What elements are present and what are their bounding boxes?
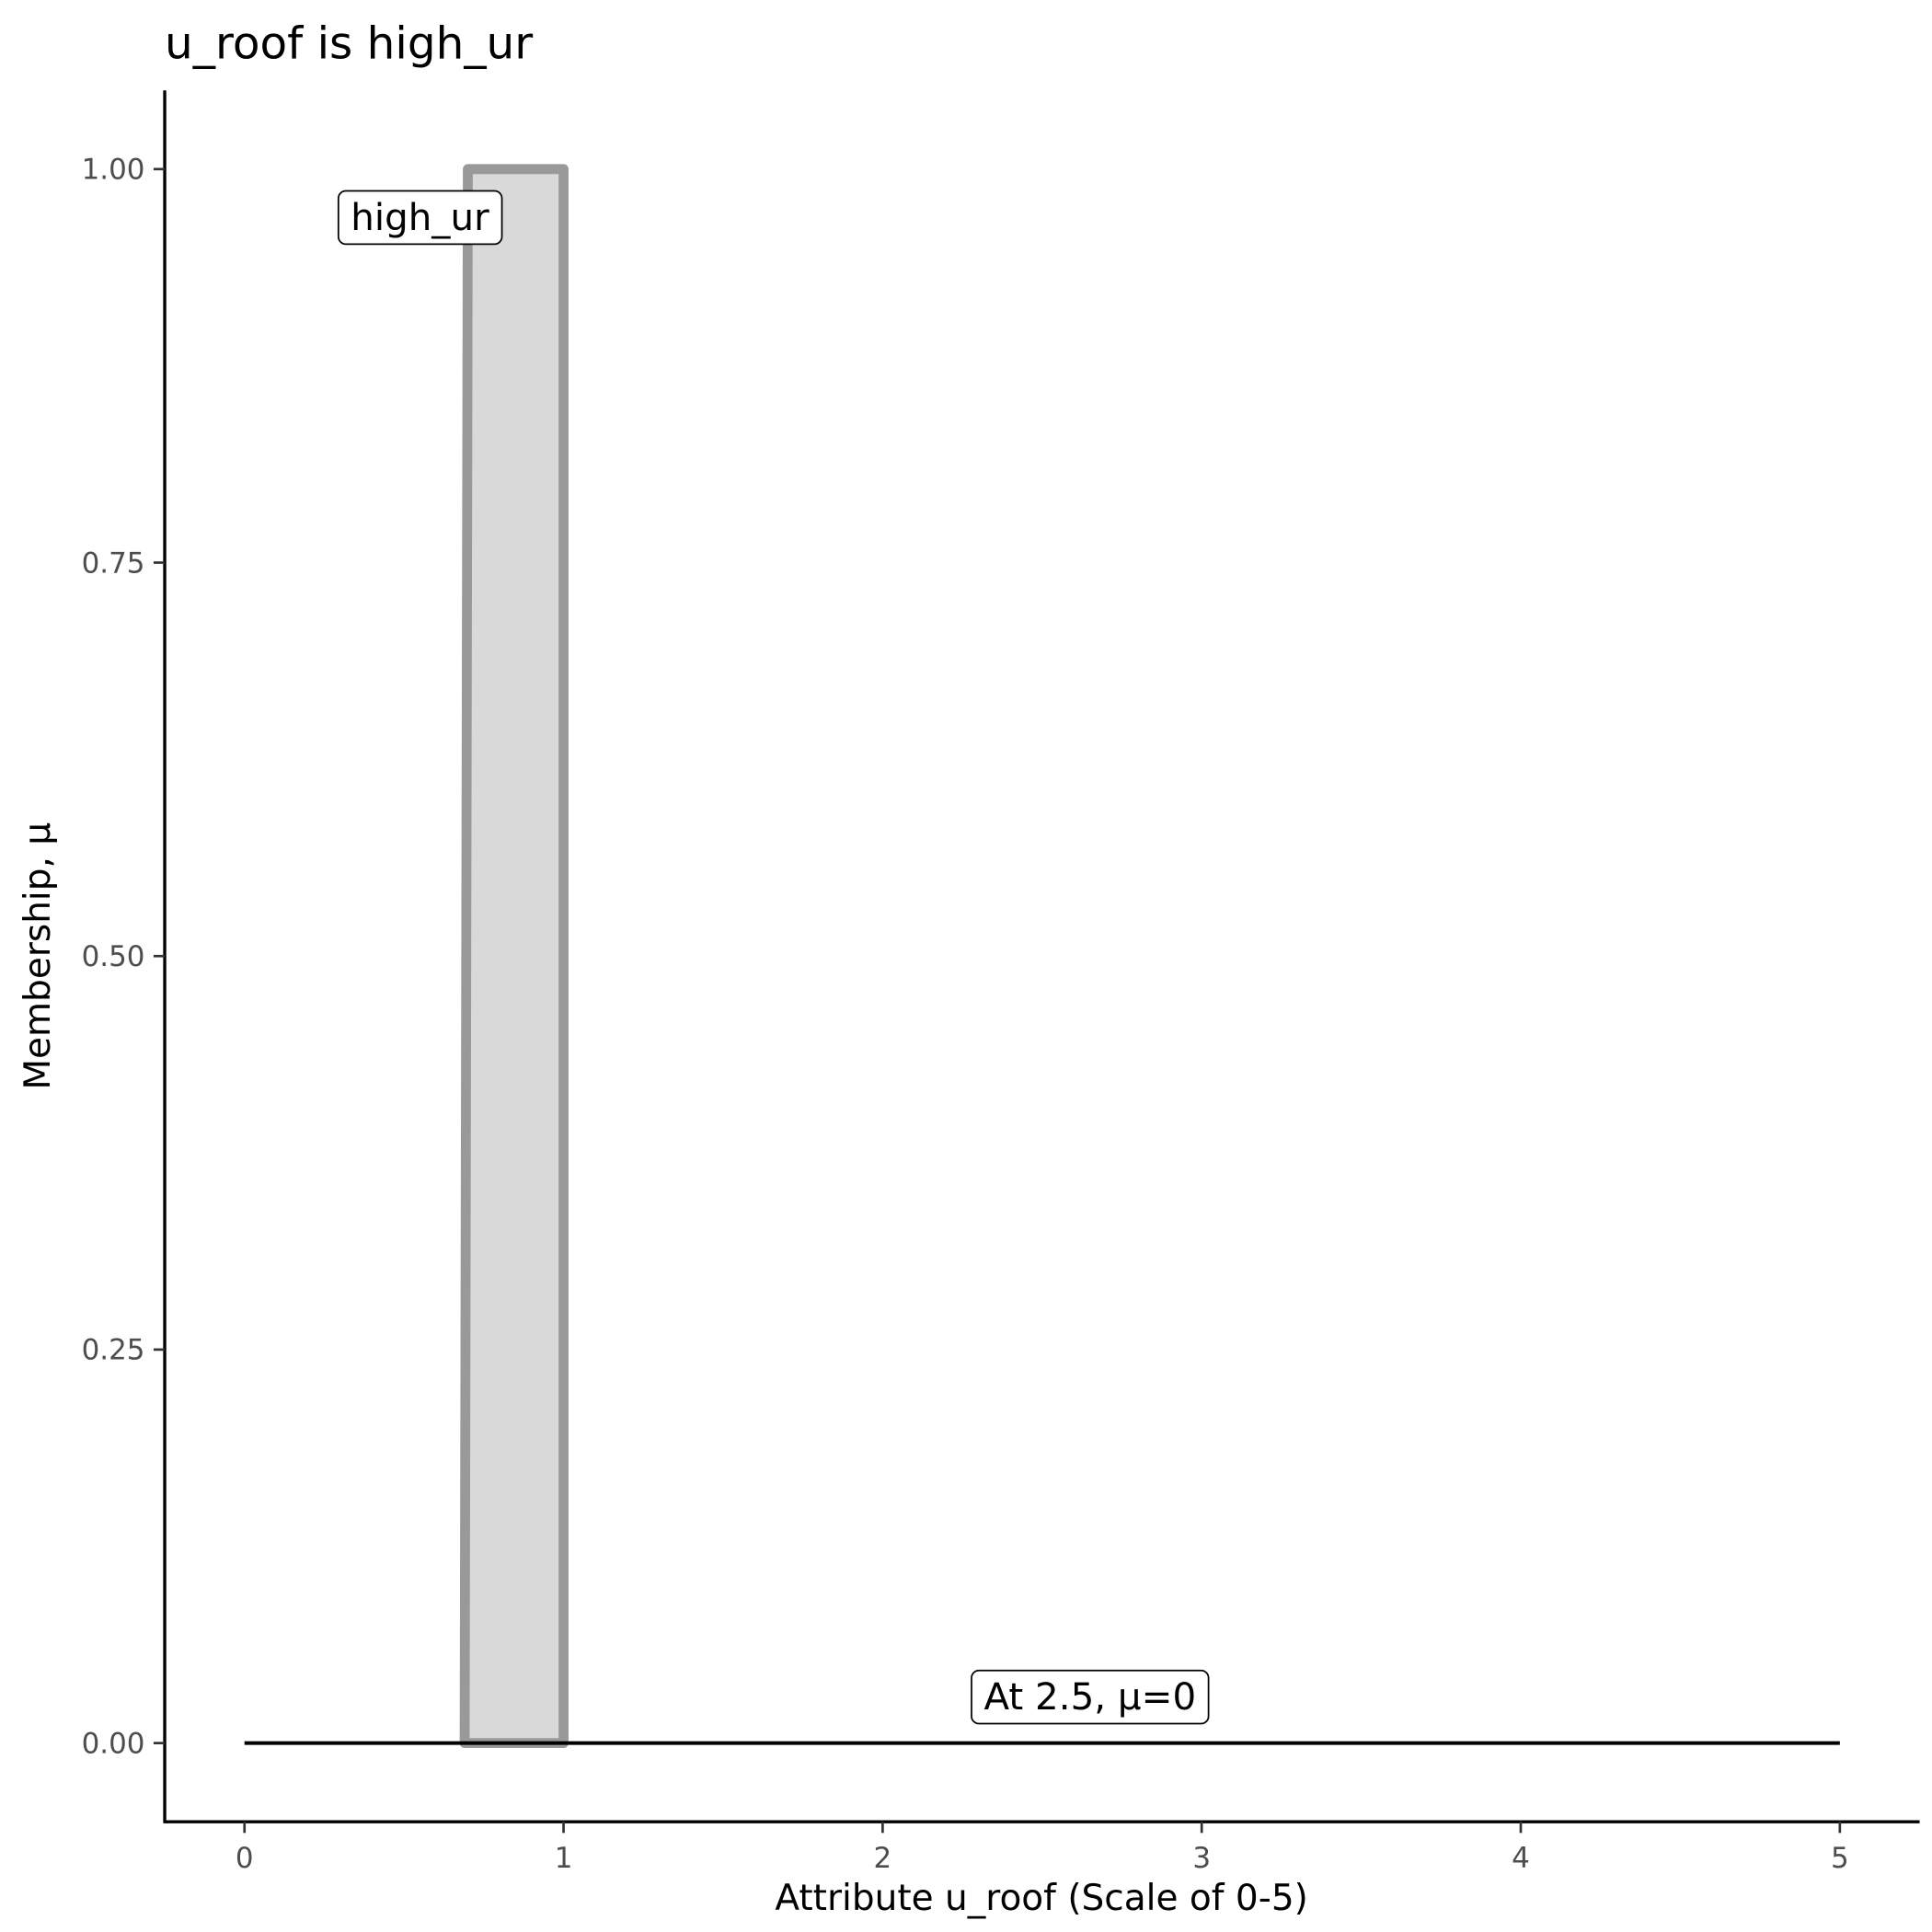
annotation-box xyxy=(337,190,503,246)
x-tick-label: 1 xyxy=(555,1842,573,1875)
y-axis-label: Membership, μ xyxy=(17,822,59,1090)
high-ur-membership-shape xyxy=(459,164,569,1749)
y-tick-label: 0.75 xyxy=(82,546,145,580)
y-tick-label: 1.00 xyxy=(82,154,145,187)
x-tick-label: 2 xyxy=(874,1842,892,1875)
x-axis-label: Attribute u_roof (Scale of 0-5) xyxy=(775,1878,1308,1919)
chart-title: u_roof is high_ur xyxy=(165,17,533,69)
y-tick-label: 0.50 xyxy=(82,940,145,973)
x-tick-label: 5 xyxy=(1831,1842,1849,1875)
x-tick-label: 0 xyxy=(236,1842,254,1875)
annotation-label: high_ur xyxy=(337,190,503,246)
x-tick-label: 3 xyxy=(1192,1842,1211,1875)
x-tick-label: 4 xyxy=(1512,1842,1530,1875)
annotation-text: At 2.5, μ=0 xyxy=(983,1675,1196,1719)
annotation-label: At 2.5, μ=0 xyxy=(971,1669,1210,1725)
annotation-box xyxy=(971,1669,1210,1725)
y-tick-label: 0.00 xyxy=(82,1727,145,1760)
y-tick-label: 0.25 xyxy=(82,1334,145,1367)
annotation-text: high_ur xyxy=(351,196,489,239)
